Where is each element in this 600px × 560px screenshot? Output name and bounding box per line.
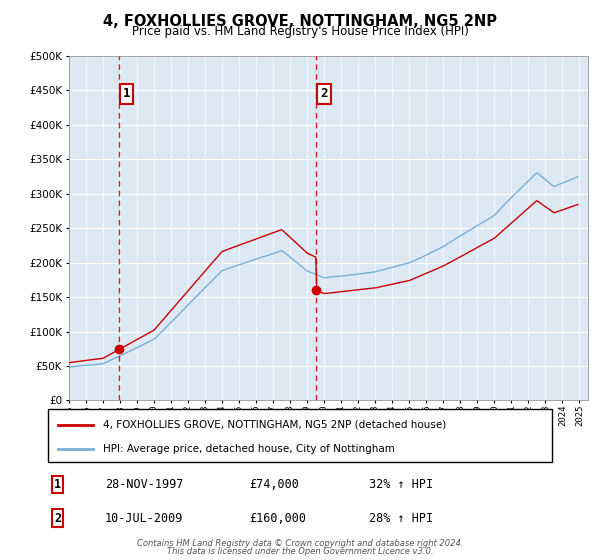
Text: £160,000: £160,000 [249, 511, 306, 525]
Text: 4, FOXHOLLIES GROVE, NOTTINGHAM, NG5 2NP (detached house): 4, FOXHOLLIES GROVE, NOTTINGHAM, NG5 2NP… [103, 420, 446, 430]
Text: 1: 1 [54, 478, 61, 491]
Text: 2: 2 [320, 87, 328, 100]
Text: Contains HM Land Registry data © Crown copyright and database right 2024.: Contains HM Land Registry data © Crown c… [137, 539, 463, 548]
Text: 28-NOV-1997: 28-NOV-1997 [105, 478, 184, 491]
Text: 32% ↑ HPI: 32% ↑ HPI [369, 478, 433, 491]
Text: 4, FOXHOLLIES GROVE, NOTTINGHAM, NG5 2NP: 4, FOXHOLLIES GROVE, NOTTINGHAM, NG5 2NP [103, 14, 497, 29]
Text: This data is licensed under the Open Government Licence v3.0.: This data is licensed under the Open Gov… [167, 547, 433, 556]
Text: 10-JUL-2009: 10-JUL-2009 [105, 511, 184, 525]
Text: 28% ↑ HPI: 28% ↑ HPI [369, 511, 433, 525]
Text: 1: 1 [123, 87, 130, 100]
Text: 2: 2 [54, 511, 61, 525]
Text: HPI: Average price, detached house, City of Nottingham: HPI: Average price, detached house, City… [103, 444, 395, 454]
Text: £74,000: £74,000 [249, 478, 299, 491]
Text: Price paid vs. HM Land Registry's House Price Index (HPI): Price paid vs. HM Land Registry's House … [131, 25, 469, 38]
FancyBboxPatch shape [48, 409, 552, 462]
